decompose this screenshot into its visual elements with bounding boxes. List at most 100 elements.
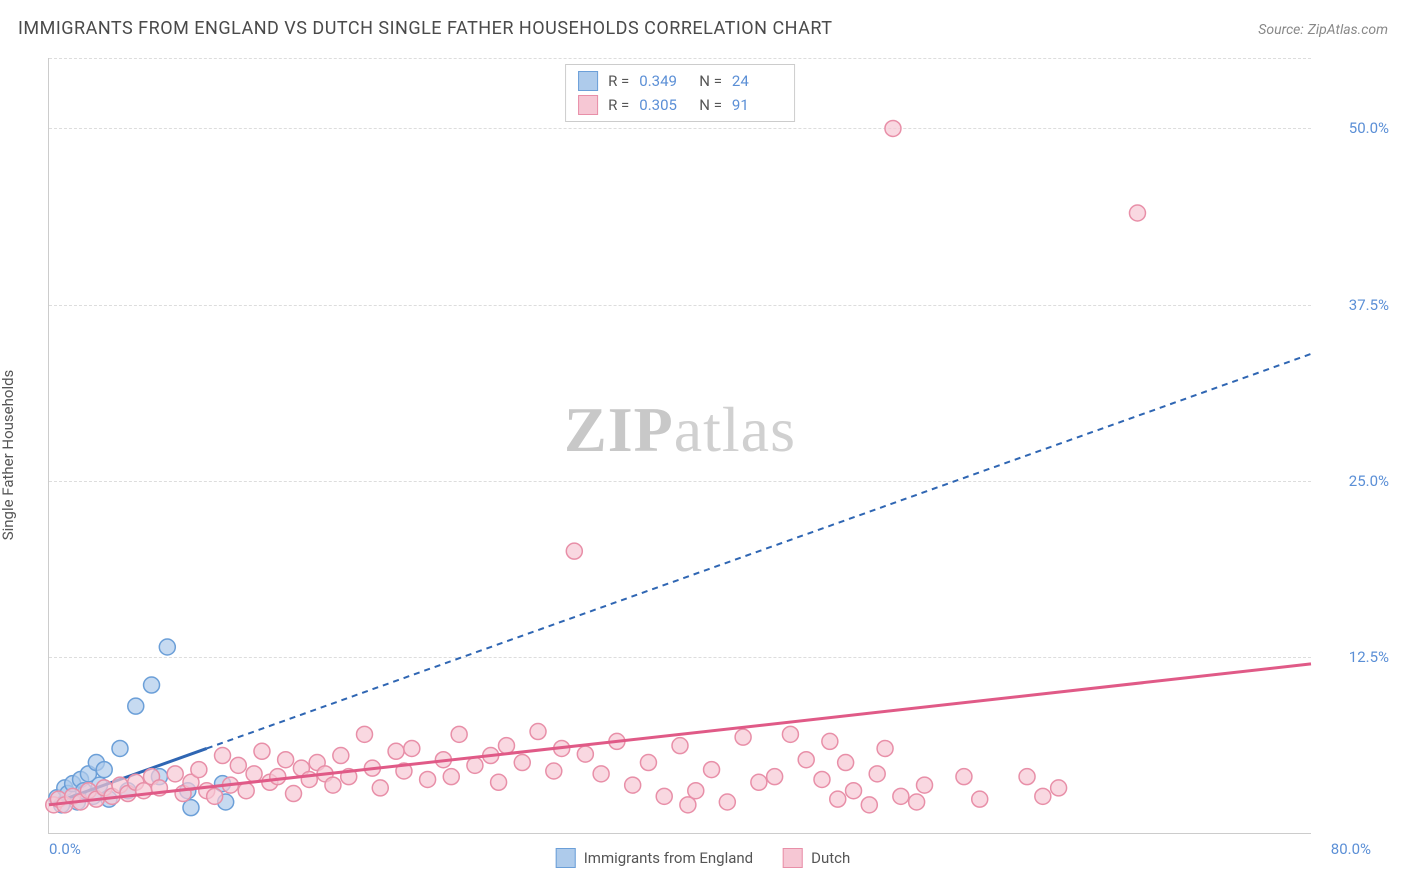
scatter-point-dutch	[577, 746, 593, 762]
scatter-point-dutch	[491, 774, 507, 790]
scatter-point-dutch	[640, 755, 656, 771]
legend-r-label: R =	[608, 72, 629, 90]
scatter-point-dutch	[680, 797, 696, 813]
legend-row-dutch: R = 0.305 N = 91	[578, 93, 782, 117]
scatter-point-dutch	[656, 788, 672, 804]
legend-r-value: 0.349	[639, 72, 689, 90]
scatter-point-dutch	[822, 733, 838, 749]
scatter-point-dutch	[893, 788, 909, 804]
series-legend: Immigrants from England Dutch	[556, 848, 851, 868]
scatter-point-dutch	[1129, 205, 1145, 221]
y-tick-label: 12.5%	[1329, 648, 1389, 666]
swatch-icon	[578, 95, 598, 115]
scatter-point-dutch	[333, 748, 349, 764]
scatter-point-england	[112, 740, 128, 756]
scatter-point-dutch	[593, 766, 609, 782]
y-tick-label: 50.0%	[1329, 119, 1389, 137]
scatter-point-dutch	[704, 762, 720, 778]
scatter-point-dutch	[325, 777, 341, 793]
scatter-point-dutch	[191, 762, 207, 778]
trendline-dashed-england	[207, 354, 1311, 749]
scatter-point-dutch	[207, 788, 223, 804]
legend-label: Dutch	[811, 849, 850, 867]
y-tick-label: 37.5%	[1329, 296, 1389, 314]
trendline-dutch	[49, 664, 1311, 805]
scatter-point-dutch	[798, 752, 814, 768]
scatter-point-dutch	[767, 769, 783, 785]
scatter-point-dutch	[735, 729, 751, 745]
scatter-point-dutch	[838, 755, 854, 771]
scatter-point-england	[144, 677, 160, 693]
source-name: ZipAtlas.com	[1308, 22, 1388, 38]
plot-area: ZIPatlas R =0.349N =24R =0.305N =91 0.0%…	[48, 58, 1311, 834]
scatter-point-dutch	[719, 794, 735, 810]
scatter-point-dutch	[672, 738, 688, 754]
scatter-point-england	[159, 639, 175, 655]
scatter-point-dutch	[972, 791, 988, 807]
scatter-point-dutch	[167, 766, 183, 782]
scatter-point-dutch	[751, 774, 767, 790]
scatter-point-dutch	[546, 763, 562, 779]
scatter-point-dutch	[451, 726, 467, 742]
scatter-point-dutch	[909, 794, 925, 810]
source-label: Source:	[1258, 22, 1303, 38]
x-tick-max: 80.0%	[1331, 840, 1371, 858]
scatter-point-dutch	[230, 757, 246, 773]
scatter-point-dutch	[869, 766, 885, 782]
scatter-point-dutch	[467, 757, 483, 773]
y-tick-label: 25.0%	[1329, 472, 1389, 490]
scatter-point-dutch	[1051, 780, 1067, 796]
scatter-point-dutch	[278, 752, 294, 768]
scatter-point-dutch	[254, 743, 270, 759]
scatter-point-dutch	[956, 769, 972, 785]
scatter-point-dutch	[814, 771, 830, 787]
legend-n-value: 24	[732, 72, 782, 90]
legend-item-dutch: Dutch	[783, 848, 850, 868]
scatter-point-england	[128, 698, 144, 714]
scatter-point-dutch	[498, 738, 514, 754]
scatter-point-dutch	[388, 743, 404, 759]
scatter-point-dutch	[782, 726, 798, 742]
scatter-point-dutch	[830, 791, 846, 807]
scatter-point-dutch	[270, 769, 286, 785]
scatter-point-dutch	[246, 766, 262, 782]
legend-item-england: Immigrants from England	[556, 848, 753, 868]
scatter-point-england	[96, 762, 112, 778]
chart-title: IMMIGRANTS FROM ENGLAND VS DUTCH SINGLE …	[18, 18, 833, 39]
legend-r-label: R =	[608, 96, 629, 114]
source-attribution: Source: ZipAtlas.com	[1258, 19, 1388, 38]
swatch-icon	[578, 71, 598, 91]
scatter-point-dutch	[1019, 769, 1035, 785]
scatter-point-england	[183, 800, 199, 816]
scatter-point-dutch	[530, 724, 546, 740]
legend-n-label: N =	[699, 96, 722, 114]
scatter-point-dutch	[357, 726, 373, 742]
scatter-point-dutch	[443, 769, 459, 785]
scatter-point-dutch	[420, 771, 436, 787]
scatter-point-dutch	[1035, 788, 1051, 804]
scatter-point-dutch	[286, 786, 302, 802]
legend-n-value: 91	[732, 96, 782, 114]
scatter-point-dutch	[846, 783, 862, 799]
scatter-point-dutch	[861, 797, 877, 813]
x-tick-min: 0.0%	[49, 840, 81, 858]
scatter-point-dutch	[215, 748, 231, 764]
legend-n-label: N =	[699, 72, 722, 90]
scatter-point-dutch	[566, 543, 582, 559]
scatter-point-dutch	[885, 120, 901, 136]
scatter-chart	[49, 58, 1311, 833]
scatter-point-dutch	[625, 777, 641, 793]
scatter-point-dutch	[688, 783, 704, 799]
swatch-icon	[556, 848, 576, 868]
legend-label: Immigrants from England	[584, 849, 753, 867]
correlation-legend: R = 0.349 N = 24 R = 0.305 N = 91	[565, 64, 795, 122]
y-axis-label: Single Father Households	[0, 370, 17, 541]
swatch-icon	[783, 848, 803, 868]
scatter-point-dutch	[877, 740, 893, 756]
legend-row-england: R = 0.349 N = 24	[578, 69, 782, 93]
scatter-point-dutch	[238, 783, 254, 799]
scatter-point-dutch	[372, 780, 388, 796]
scatter-point-dutch	[917, 777, 933, 793]
scatter-point-dutch	[514, 755, 530, 771]
legend-r-value: 0.305	[639, 96, 689, 114]
